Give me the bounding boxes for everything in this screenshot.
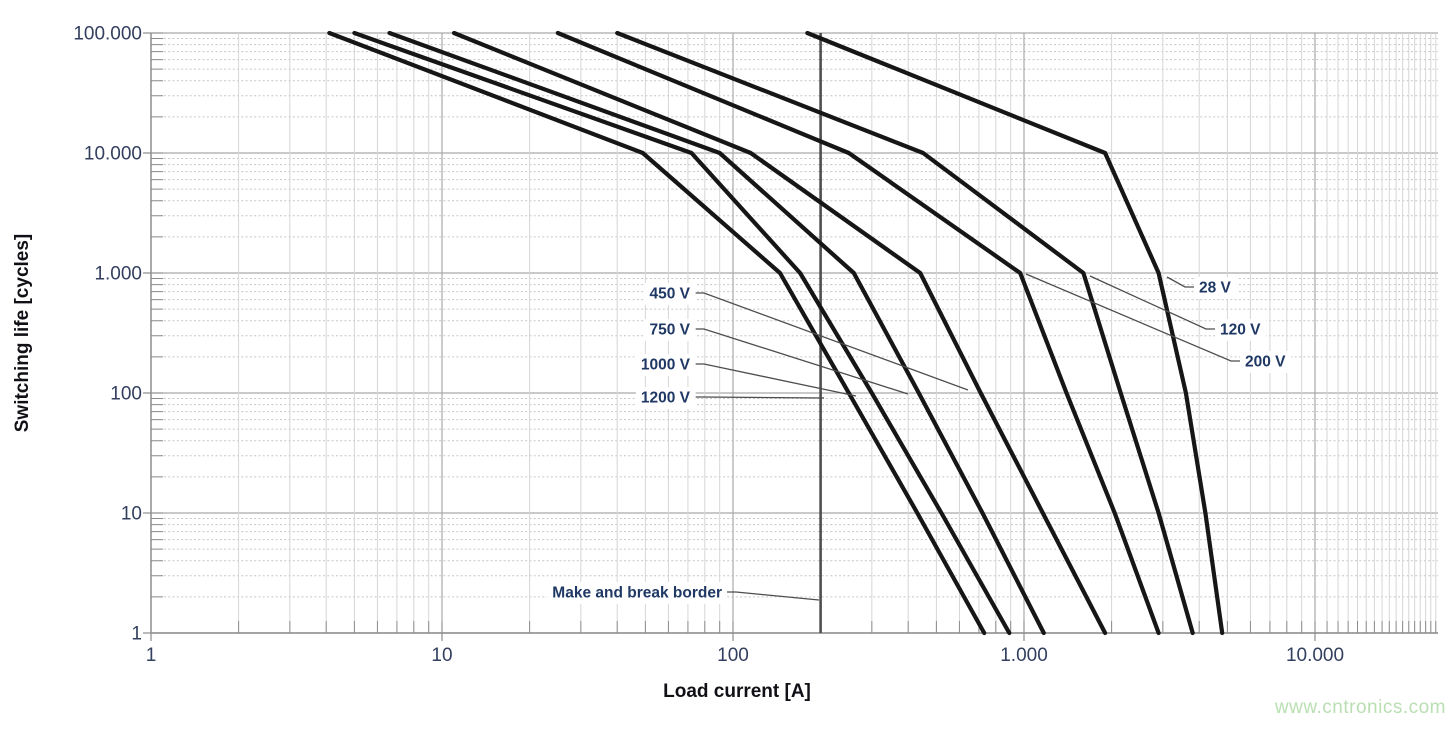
annotation-label-1200-v: 1200 V	[641, 390, 691, 407]
annotation-label-bg	[635, 387, 696, 409]
y-tick-label-10: 10	[121, 504, 142, 525]
y-tick-label-100: 100	[110, 384, 142, 405]
leader-line-450-v	[693, 292, 969, 391]
curve-28-v	[805, 30, 1225, 636]
annotation-label-bg	[1240, 351, 1292, 373]
curve-1000-v	[352, 30, 1012, 636]
annotations-layer: 450 V 750 V 1000 V 1200 V 28 V 120 V 200 V Make…	[547, 273, 1292, 604]
x-tick-label-1: 1	[146, 645, 157, 666]
y-tick-label-1000: 1.000	[94, 264, 142, 285]
annotation-label-450-v: 450 V	[649, 286, 690, 303]
curve-120-v	[615, 30, 1195, 636]
watermark: www.cntronics.com	[1274, 697, 1446, 718]
leader-line-120-v	[1089, 275, 1217, 330]
curve-450-v	[451, 30, 1108, 636]
annotation-label-bg	[1215, 319, 1267, 341]
leader-line-1200-v	[693, 396, 825, 399]
leader-line-28-v	[1166, 276, 1196, 288]
leader-line-200-v	[1025, 273, 1242, 362]
leader-line-make-and-break-border	[725, 591, 820, 601]
curve-200-v	[555, 30, 1161, 636]
y-tick-label-1: 1	[131, 624, 142, 645]
y-tick-label-100000: 100.000	[73, 24, 142, 45]
leader-line-1000-v	[693, 363, 857, 397]
tick-labels-layer: 1 10 100 1.000 10.000 100.000 1 10 100 1.000 10.00…	[73, 24, 1344, 667]
annotation-label-200-v: 200 V	[1245, 354, 1286, 371]
annotation-label-make-and-break-border: Make and break border	[552, 585, 722, 602]
y-axis-title: Switching life [cycles]	[12, 234, 33, 433]
annotation-label-bg	[1194, 277, 1237, 299]
y-tick-label-10000: 10.000	[84, 144, 142, 165]
curves-layer	[327, 30, 1225, 636]
annotation-label-1000-v: 1000 V	[641, 357, 691, 374]
x-axis-title: Load current [A]	[663, 681, 811, 702]
leader-line-750-v	[693, 328, 909, 395]
x-tick-label-1000: 1.000	[1000, 645, 1048, 666]
curve-750-v	[387, 30, 1046, 636]
annotation-label-bg	[547, 582, 727, 604]
annotation-label-750-v: 750 V	[649, 322, 690, 339]
x-tick-label-10000: 10.000	[1286, 645, 1344, 666]
annotation-label-bg	[644, 283, 696, 305]
annotation-label-120-v: 120 V	[1220, 322, 1261, 339]
annotation-label-28-v: 28 V	[1199, 280, 1232, 297]
annotation-label-bg	[635, 354, 696, 376]
x-tick-label-10: 10	[431, 645, 452, 666]
annotation-label-bg	[644, 319, 696, 341]
x-tick-label-100: 100	[717, 645, 749, 666]
